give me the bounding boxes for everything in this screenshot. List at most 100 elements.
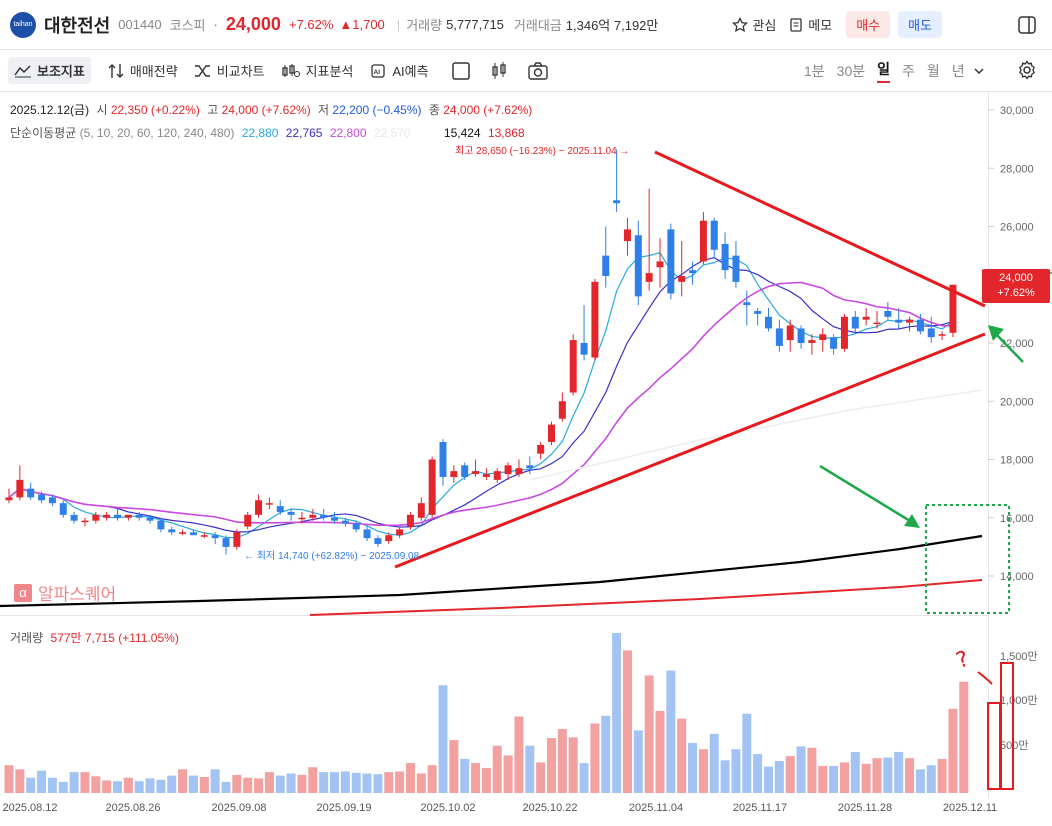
volume-bar bbox=[557, 729, 567, 793]
strategy-button[interactable]: 매매전략 bbox=[107, 61, 178, 80]
period-selector: 1분 30분 일 주 월 년 bbox=[804, 59, 985, 83]
low-label: 저 bbox=[318, 103, 330, 117]
compare-button[interactable]: 비교차트 bbox=[194, 61, 265, 80]
volume-bar bbox=[633, 730, 643, 793]
volume-bar bbox=[481, 767, 491, 793]
volume-bar bbox=[818, 765, 828, 793]
period-1min[interactable]: 1분 bbox=[804, 63, 825, 79]
volume-bar bbox=[460, 758, 470, 793]
price-tick-label: 18,000 bbox=[1000, 455, 1034, 467]
camera-icon[interactable] bbox=[527, 61, 549, 81]
date-label: 2025.09.19 bbox=[316, 802, 371, 814]
square-tool-icon[interactable] bbox=[451, 61, 471, 81]
memo-button[interactable]: 메모 bbox=[788, 15, 832, 34]
price-tick-label: 26,000 bbox=[1000, 222, 1034, 234]
volume-bar bbox=[102, 780, 112, 793]
volume-bar bbox=[286, 773, 296, 793]
candle-body bbox=[472, 471, 480, 475]
candle-body bbox=[417, 503, 425, 518]
volume-bar bbox=[384, 772, 394, 793]
volume-bar bbox=[449, 740, 459, 793]
candle-body bbox=[548, 424, 555, 443]
ma-info: 단순이동평균 (5, 10, 20, 60, 120, 240, 480) 22… bbox=[10, 124, 525, 141]
period-week[interactable]: 주 bbox=[902, 63, 915, 79]
candle-body bbox=[374, 538, 382, 544]
period-month[interactable]: 월 bbox=[926, 63, 940, 79]
volume-bar bbox=[926, 765, 936, 793]
volume-bar bbox=[188, 775, 198, 793]
low-note: ← 최저 14,740 (+62.82%) − 2025.09.08 bbox=[244, 550, 420, 562]
volume-bar bbox=[199, 777, 209, 793]
price-tick-label: 28,000 bbox=[1000, 163, 1034, 175]
volume-bar bbox=[297, 774, 307, 793]
close-value: 24,000 (+7.62%) bbox=[443, 103, 533, 117]
panel-toggle-icon[interactable] bbox=[1017, 15, 1037, 35]
sell-button[interactable]: 매도 bbox=[898, 11, 943, 38]
period-day[interactable]: 일 bbox=[877, 59, 891, 83]
volume-bar bbox=[905, 758, 915, 793]
buy-button[interactable]: 매수 bbox=[846, 11, 891, 38]
candle-body bbox=[569, 340, 577, 393]
volume-bar bbox=[416, 773, 426, 793]
candle-body bbox=[255, 500, 263, 515]
candle-body bbox=[493, 471, 501, 480]
close-label: 종 bbox=[428, 103, 440, 117]
candle-body bbox=[114, 514, 121, 518]
chevron-down-icon[interactable] bbox=[973, 65, 985, 77]
candle-body bbox=[439, 442, 447, 477]
handwritten-question-mark: ? bbox=[953, 647, 973, 674]
candle-body bbox=[244, 514, 252, 527]
candle-body bbox=[222, 538, 230, 547]
ma10-line bbox=[8, 257, 954, 533]
svg-text:AI: AI bbox=[374, 69, 381, 76]
candle-body bbox=[385, 535, 393, 542]
volume-bar bbox=[948, 708, 958, 793]
handwritten-mark bbox=[977, 671, 993, 685]
candle-body bbox=[808, 340, 816, 343]
candle-body bbox=[895, 319, 903, 323]
volume-bar bbox=[395, 771, 405, 793]
candle-body bbox=[667, 229, 675, 294]
volume-bar bbox=[937, 758, 947, 793]
watermark-text: 알파스퀘어 bbox=[38, 585, 117, 604]
candle-body bbox=[786, 325, 794, 341]
candle-body bbox=[81, 520, 89, 523]
date-label: 2025.11.17 bbox=[733, 802, 787, 814]
amount-value: 1,346억 7,192만 bbox=[565, 18, 659, 33]
panel-divider bbox=[0, 615, 988, 616]
candle-body bbox=[320, 514, 328, 518]
analysis-button[interactable]: 지표분석 bbox=[281, 61, 354, 80]
volume-bar bbox=[785, 756, 795, 793]
ma-params: (5, 10, 20, 60, 120, 240, 480) bbox=[79, 126, 235, 140]
volume-bar bbox=[427, 765, 437, 793]
chart-toolbar: 보조지표 매매전략 비교차트 지표분석 AI AI예측 1분 30분 일 주 월… bbox=[0, 50, 1052, 92]
stock-name[interactable]: 대한전선 bbox=[44, 15, 111, 36]
volume-bar bbox=[405, 763, 415, 793]
candle-body bbox=[265, 503, 273, 505]
ma20-value: 22,800 bbox=[329, 126, 367, 140]
ma-label: 단순이동평균 bbox=[10, 126, 77, 140]
volume-bar bbox=[232, 774, 242, 793]
volume-bar bbox=[91, 776, 101, 793]
ma240-line bbox=[0, 534, 983, 608]
indicators-button[interactable]: 보조지표 bbox=[8, 57, 91, 84]
candle-type-icon[interactable] bbox=[489, 61, 509, 81]
volume-bar bbox=[37, 770, 47, 793]
watch-button[interactable]: 관심 bbox=[732, 15, 776, 34]
candle-body bbox=[92, 514, 100, 521]
stock-code: 001440 bbox=[118, 17, 162, 32]
resistance-trendline bbox=[654, 150, 986, 308]
candle-body bbox=[537, 444, 545, 454]
ai-predict-label: AI예측 bbox=[392, 64, 429, 79]
period-30min[interactable]: 30분 bbox=[836, 63, 866, 79]
volume-bar bbox=[547, 738, 556, 793]
gear-icon[interactable] bbox=[1017, 60, 1037, 80]
candle-body bbox=[428, 459, 436, 515]
high-label: 고 bbox=[207, 103, 219, 117]
ai-predict-button[interactable]: AI AI예측 bbox=[369, 61, 429, 80]
volume-bar bbox=[612, 633, 622, 793]
candle-body bbox=[721, 243, 729, 271]
period-year[interactable]: 년 bbox=[951, 63, 965, 79]
analysis-label: 지표분석 bbox=[305, 64, 354, 79]
candle-body bbox=[200, 535, 208, 537]
